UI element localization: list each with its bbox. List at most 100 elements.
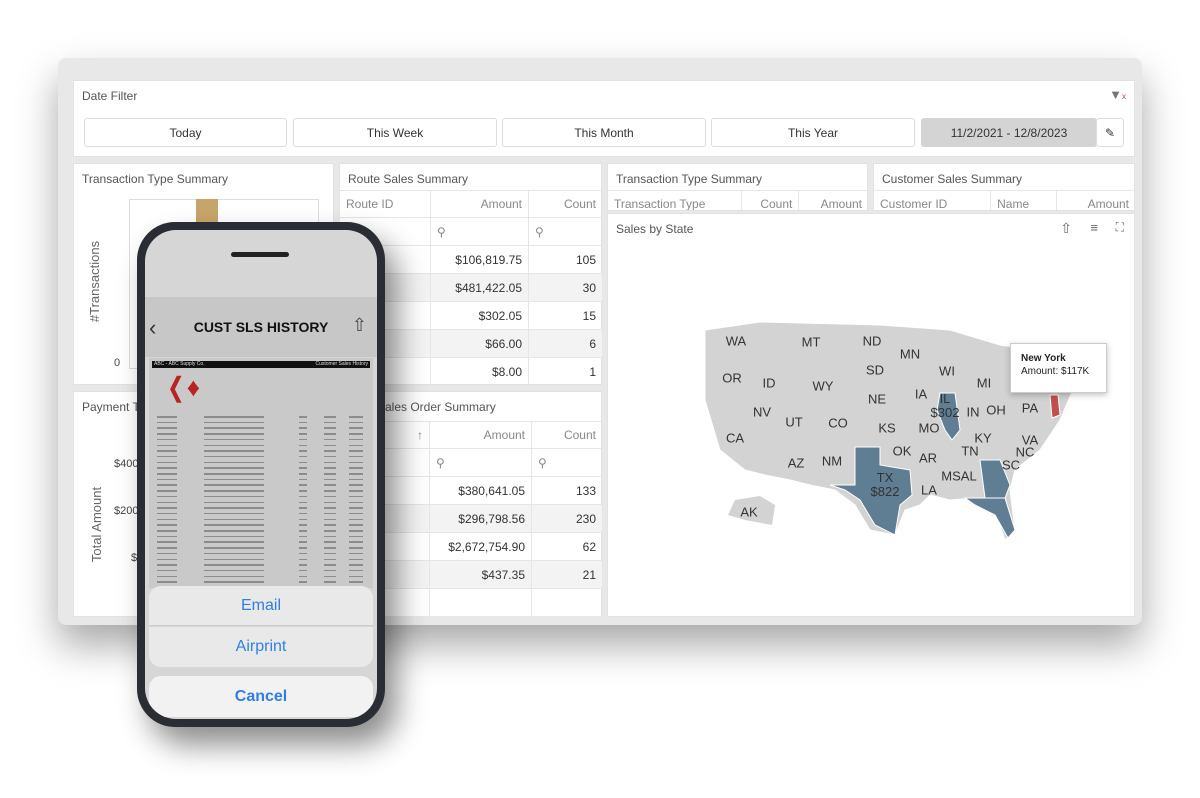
column-header[interactable]: Name <box>990 190 1057 210</box>
document-line <box>204 524 264 526</box>
document-line <box>349 416 363 418</box>
state-label-nv[interactable]: NV <box>752 404 772 420</box>
document-line <box>299 535 307 538</box>
state-label-co[interactable]: CO <box>828 415 848 431</box>
document-line <box>157 518 177 521</box>
document-line <box>349 484 363 486</box>
airprint-action[interactable]: Airprint <box>149 627 373 667</box>
state-label-nd[interactable]: ND <box>862 333 882 349</box>
this-week-button[interactable]: This Week <box>293 118 497 147</box>
card-title: Payment Ty <box>82 400 146 414</box>
state-label-wa[interactable]: WA <box>725 333 747 349</box>
document-line <box>349 512 363 515</box>
date-range-field[interactable]: 11/2/2021 - 12/8/2023 <box>921 118 1097 147</box>
export-icon[interactable]: ⇧ <box>1060 220 1072 236</box>
share-icon[interactable]: ⇧ <box>351 315 367 335</box>
state-label-mo[interactable]: MO <box>918 420 940 436</box>
state-label-il[interactable]: IL $302 <box>930 391 960 420</box>
document-line <box>204 455 264 458</box>
column-header[interactable]: Route ID <box>339 190 431 218</box>
filter-search-icon[interactable]: ≡ <box>1090 220 1098 235</box>
nav-title: CUST SLS HISTORY <box>193 319 329 335</box>
document-line <box>157 461 177 464</box>
state-label-tx[interactable]: TX $822 <box>870 470 900 499</box>
state-label-ak[interactable]: AK <box>740 504 758 520</box>
document-line <box>349 558 363 560</box>
chart-bar[interactable] <box>196 199 218 227</box>
column-header[interactable]: Transaction Type <box>608 190 742 210</box>
document-line <box>324 438 336 441</box>
pencil-icon[interactable]: ✎ <box>1096 118 1124 147</box>
state-label-oh[interactable]: OH <box>986 402 1006 418</box>
state-label-ar[interactable]: AR <box>918 450 938 466</box>
state-label-id[interactable]: ID <box>762 375 776 391</box>
state-nj <box>1049 394 1061 419</box>
state-label-mn[interactable]: MN <box>899 346 921 362</box>
column-header[interactable]: Amount <box>798 190 867 210</box>
document-line <box>299 495 307 498</box>
column-header[interactable]: Count <box>531 421 603 449</box>
document-line <box>349 450 363 452</box>
document-line <box>324 455 336 458</box>
state-label-az[interactable]: AZ <box>787 455 805 471</box>
state-label-tn[interactable]: TN <box>961 443 979 459</box>
state-label-in[interactable]: IN <box>966 404 980 420</box>
state-label-ks[interactable]: KS <box>878 420 896 436</box>
state-label-la[interactable]: LA <box>921 482 937 498</box>
fullscreen-icon[interactable]: ⛶ <box>1115 220 1124 234</box>
today-button[interactable]: Today <box>84 118 287 147</box>
column-header[interactable]: Count <box>528 190 603 218</box>
document-line <box>204 473 264 475</box>
document-line <box>349 444 363 446</box>
state-label-mi[interactable]: MI <box>976 375 992 391</box>
state-label-ca[interactable]: CA <box>725 430 745 446</box>
back-chevron-icon[interactable]: ‹ <box>149 315 157 340</box>
state-label-wy[interactable]: WY <box>812 378 834 394</box>
cancel-action[interactable]: Cancel <box>149 676 373 717</box>
state-label-msal[interactable]: MSAL <box>941 468 977 484</box>
document-line <box>349 473 363 475</box>
document-line <box>299 478 307 481</box>
customer-sales-card: Customer Sales Summary Customer ID Name Am… <box>873 163 1135 211</box>
document-line <box>204 416 264 418</box>
column-header[interactable]: Customer ID <box>874 190 992 210</box>
column-header[interactable]: Amount <box>430 190 529 218</box>
state-label-ok[interactable]: OK <box>892 443 912 459</box>
state-label-mt[interactable]: MT <box>801 334 821 350</box>
column-header[interactable]: Amount <box>1055 190 1134 210</box>
document-line <box>204 478 264 481</box>
document-line <box>157 490 177 492</box>
state-label-ky[interactable]: KY <box>974 430 992 446</box>
state-label-ut[interactable]: UT <box>785 414 803 430</box>
state-label-or[interactable]: OR <box>722 370 742 386</box>
document-line <box>349 455 363 458</box>
document-line <box>349 564 363 566</box>
speaker-notch <box>231 252 289 257</box>
card-title: Transaction Type Summary <box>616 172 763 186</box>
document-line <box>349 433 363 435</box>
email-action[interactable]: Email <box>149 586 373 626</box>
this-year-button[interactable]: This Year <box>711 118 915 147</box>
state-label-ne[interactable]: NE <box>867 391 887 407</box>
state-label-nm[interactable]: NM <box>821 453 843 469</box>
document-line <box>324 421 336 424</box>
document-line <box>157 507 177 509</box>
document-line <box>324 569 336 572</box>
this-month-button[interactable]: This Month <box>502 118 706 147</box>
state-label-wi[interactable]: WI <box>939 363 955 379</box>
document-line <box>204 535 264 538</box>
document-line <box>299 547 307 549</box>
document-line <box>204 450 264 452</box>
state-label-nc[interactable]: NC <box>1015 444 1035 460</box>
document-line <box>204 444 264 446</box>
filter-clear-icon[interactable]: ▼x <box>1109 87 1126 102</box>
state-label-sc[interactable]: SC <box>1001 457 1021 473</box>
document-line <box>324 512 336 515</box>
state-label-ia[interactable]: IA <box>914 386 928 402</box>
column-header[interactable]: Count <box>740 190 800 210</box>
state-label-pa[interactable]: PA <box>1021 400 1039 416</box>
document-line <box>299 461 307 464</box>
state-label-va[interactable]: VA <box>1021 432 1039 448</box>
state-label-sd[interactable]: SD <box>865 362 885 378</box>
